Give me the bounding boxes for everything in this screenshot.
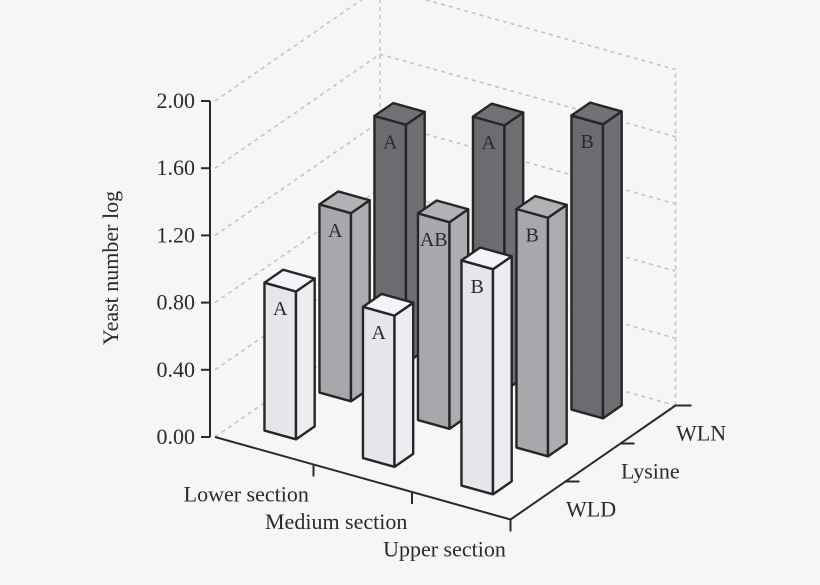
- bar-significance-label: B: [471, 276, 484, 298]
- depth-axis: [509, 404, 677, 521]
- bar-top-face: [373, 101, 426, 126]
- bar: B: [460, 246, 513, 496]
- bar-top-face: [263, 268, 316, 293]
- bar-side-face: [393, 301, 415, 469]
- bar: B: [515, 194, 568, 458]
- x-category-label: Medium section: [265, 509, 407, 534]
- bar-top-face: [318, 190, 371, 215]
- depth-category-label: WLD: [566, 497, 616, 522]
- bar-significance-label: A: [273, 298, 288, 320]
- bar-top-face: [460, 246, 513, 271]
- bar: A: [263, 268, 316, 441]
- bar-top-face: [570, 101, 623, 126]
- x-category-label: Lower section: [184, 482, 309, 507]
- bar-top-face: [515, 194, 568, 219]
- y-axis-title: Yeast number log: [98, 191, 123, 345]
- bar-significance-label: A: [481, 132, 496, 154]
- gridline: [214, 0, 676, 102]
- y-tick-label: 0.40: [157, 357, 196, 382]
- bar-side-face: [491, 255, 513, 496]
- bar-side-face: [294, 277, 316, 441]
- bar-front-face: [570, 114, 605, 420]
- bar-significance-label: A: [371, 322, 386, 344]
- bar-top-face: [471, 102, 525, 127]
- x-axis: [214, 436, 511, 521]
- y-tick-label: 1.60: [157, 155, 196, 180]
- bar-significance-label: A: [328, 220, 343, 242]
- bar-significance-label: B: [526, 224, 539, 246]
- bar-significance-label: B: [581, 131, 594, 153]
- y-tick-label: 1.20: [157, 222, 196, 247]
- bar-side-face: [546, 203, 568, 458]
- x-category-label: Upper section: [383, 537, 506, 562]
- depth-category-label: Lysine: [621, 459, 680, 484]
- y-tick-label: 0.80: [157, 290, 196, 315]
- bar-top-face: [416, 199, 470, 224]
- axis-labels: 0.00 0.40 0.80 1.20 1.60 2.00 Lower sectionMed…: [157, 88, 727, 562]
- bar-top-face: [361, 292, 415, 317]
- bar-significance-label: A: [383, 131, 398, 153]
- y-tick-label: 2.00: [157, 88, 196, 113]
- bar: B: [570, 101, 623, 420]
- bar-significance-label: AB: [420, 229, 448, 251]
- y-tick-label: 0.00: [157, 424, 196, 449]
- bar: A: [361, 292, 415, 469]
- bar-side-face: [601, 110, 623, 420]
- depth-category-label: WLN: [676, 421, 726, 446]
- axes: [201, 100, 692, 532]
- gridline: [214, 53, 676, 169]
